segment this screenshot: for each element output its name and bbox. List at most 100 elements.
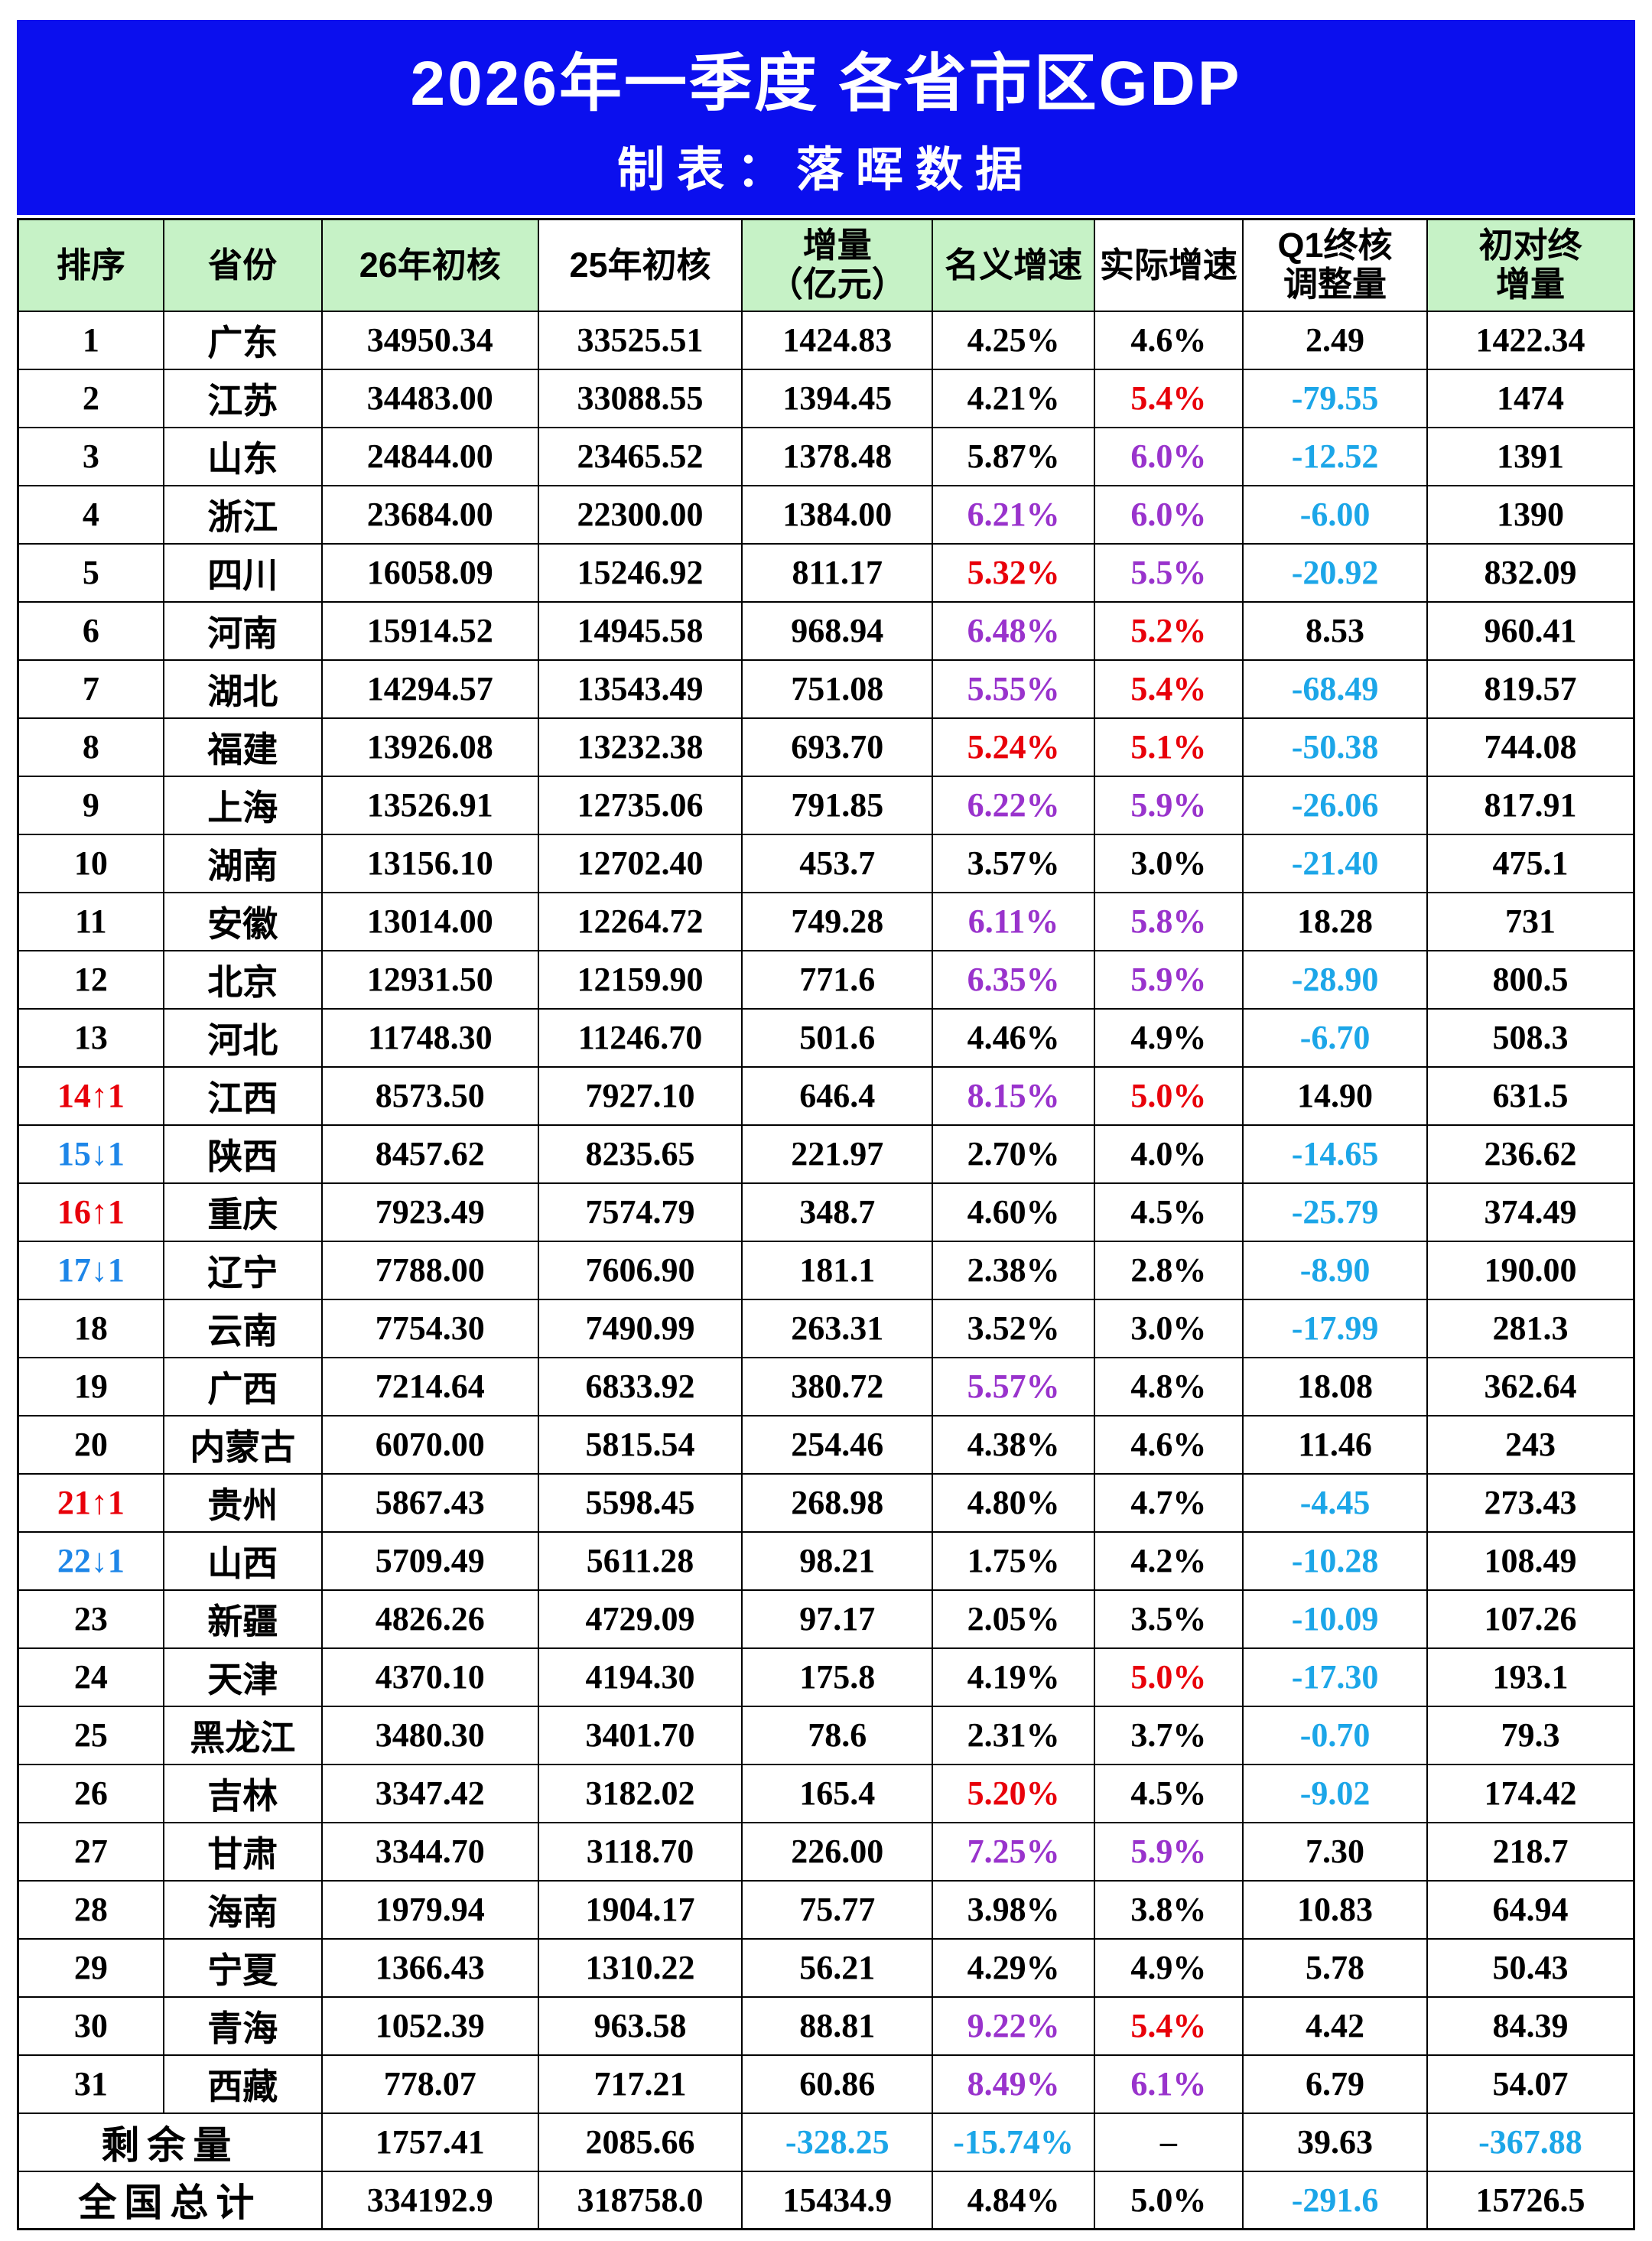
table-row: 16↑1 重庆 7923.49 7574.79 348.7 4.60% 4.5% -25.79… [17, 1182, 1635, 1242]
increment-cell: 771.6 [741, 949, 934, 1010]
real-growth-cell: 5.9% [1093, 775, 1244, 835]
gdp-2025-cell: 5598.45 [537, 1472, 743, 1533]
nominal-growth-cell: 4.25% [932, 310, 1095, 370]
column-header-6: 名义增速 [932, 218, 1095, 312]
increment-cell: 268.98 [741, 1472, 934, 1533]
nominal-growth-cell: 9.22% [932, 1995, 1095, 2056]
real-growth-cell: 4.5% [1093, 1182, 1244, 1242]
initial-vs-final-cell: 819.57 [1426, 659, 1635, 719]
gdp-2025-cell: 4194.30 [537, 1647, 743, 1707]
real-growth-cell: 4.6% [1093, 1414, 1244, 1475]
rank-cell: 7 [17, 659, 164, 719]
increment-cell: 165.4 [741, 1763, 934, 1823]
footer-label: 剩余量 [17, 2112, 323, 2172]
real-growth-cell: 5.5% [1093, 542, 1244, 603]
rank-cell: 28 [17, 1879, 164, 1940]
q1-adjustment-cell: -14.65 [1242, 1124, 1428, 1184]
gdp-2026-cell: 23684.00 [320, 484, 539, 545]
nominal-growth-cell: 6.35% [932, 949, 1095, 1010]
column-header-7: 实际增速 [1093, 218, 1244, 312]
table-row: 3 山东 24844.00 23465.52 1378.48 5.87% 6.0% -12.5… [17, 426, 1635, 486]
increment-cell: 221.97 [741, 1124, 934, 1184]
gdp-2026-cell: 778.07 [320, 2054, 539, 2114]
rank-cell: 5 [17, 542, 164, 603]
footer-row: 剩余量 1757.41 2085.66 -328.25 -15.74% –39.63 -36… [17, 2112, 1635, 2172]
increment-cell: 75.77 [741, 1879, 934, 1940]
increment-cell: 15434.9 [741, 2170, 934, 2230]
increment-cell: 88.81 [741, 1995, 934, 2056]
province-cell: 浙江 [162, 484, 323, 545]
gdp-2025-cell: 3118.70 [537, 1821, 743, 1882]
increment-cell: 1394.45 [741, 368, 934, 428]
nominal-growth-cell: 7.25% [932, 1821, 1095, 1882]
rank-cell: 8 [17, 717, 164, 777]
initial-vs-final-cell: 243 [1426, 1414, 1635, 1475]
gdp-2025-cell: 7574.79 [537, 1182, 743, 1242]
initial-vs-final-cell: 1474 [1426, 368, 1635, 428]
table-row: 18 云南 7754.30 7490.99 263.31 3.52% 3.0% -17.99 2… [17, 1298, 1635, 1358]
province-cell: 湖北 [162, 659, 323, 719]
increment-cell: 1378.48 [741, 426, 934, 486]
rank-cell: 16↑1 [17, 1182, 164, 1242]
increment-cell: 501.6 [741, 1007, 934, 1068]
province-cell: 吉林 [162, 1763, 323, 1823]
gdp-2026-cell: 1757.41 [320, 2112, 539, 2172]
real-growth-cell: 4.0% [1093, 1124, 1244, 1184]
q1-adjustment-cell: 39.63 [1242, 2112, 1428, 2172]
table-body: 1 广东 34950.34 33525.51 1424.83 4.25% 4.6% 2.49 1… [17, 310, 1635, 2230]
gdp-2026-cell: 34483.00 [320, 368, 539, 428]
rank-cell: 30 [17, 1995, 164, 2056]
table-row: 30 青海 1052.39 963.58 88.81 9.22% 5.4% 4.42 84.39 [17, 1995, 1635, 2056]
title-banner: 2026年一季度 各省市区GDP 制表：落晖数据 [17, 20, 1635, 215]
table-row: 31 西藏 778.07 717.21 60.86 8.49% 6.1% 6.79 54.07 [17, 2054, 1635, 2114]
nominal-growth-cell: 2.38% [932, 1240, 1095, 1300]
q1-adjustment-cell: -28.90 [1242, 949, 1428, 1010]
province-cell: 山西 [162, 1530, 323, 1591]
gdp-2026-cell: 13156.10 [320, 833, 539, 893]
province-cell: 广西 [162, 1356, 323, 1416]
real-growth-cell: 5.9% [1093, 1821, 1244, 1882]
real-growth-cell: 5.4% [1093, 368, 1244, 428]
gdp-2026-cell: 5867.43 [320, 1472, 539, 1533]
q1-adjustment-cell: -10.28 [1242, 1530, 1428, 1591]
nominal-growth-cell: 3.98% [932, 1879, 1095, 1940]
gdp-2026-cell: 1366.43 [320, 1937, 539, 1998]
province-cell: 甘肃 [162, 1821, 323, 1882]
rank-cell: 26 [17, 1763, 164, 1823]
real-growth-cell: 5.1% [1093, 717, 1244, 777]
gdp-2026-cell: 5709.49 [320, 1530, 539, 1591]
footer-label: 全国总计 [17, 2170, 323, 2230]
real-growth-cell: 3.5% [1093, 1589, 1244, 1649]
table-row: 12 北京 12931.50 12159.90 771.6 6.35% 5.9% -28.90… [17, 949, 1635, 1010]
initial-vs-final-cell: 1422.34 [1426, 310, 1635, 370]
header-row: 排序 省份 26年初核 25年初核 增量 （亿元） 名义增速 实际增速 Q1终核 调整量 初对终… [17, 218, 1635, 312]
real-growth-cell: 4.9% [1093, 1007, 1244, 1068]
rank-cell: 3 [17, 426, 164, 486]
real-growth-cell: 3.8% [1093, 1879, 1244, 1940]
initial-vs-final-cell: 362.64 [1426, 1356, 1635, 1416]
q1-adjustment-cell: 8.53 [1242, 600, 1428, 661]
gdp-2026-cell: 16058.09 [320, 542, 539, 603]
nominal-growth-cell: 8.49% [932, 2054, 1095, 2114]
real-growth-cell: 4.9% [1093, 1937, 1244, 1998]
table-row: 24 天津 4370.10 4194.30 175.8 4.19% 5.0% -17.30 19… [17, 1647, 1635, 1707]
table-row: 28 海南 1979.94 1904.17 75.77 3.98% 3.8% 10.83 64.… [17, 1879, 1635, 1940]
gdp-table: 排序 省份 26年初核 25年初核 增量 （亿元） 名义增速 实际增速 Q1终核 调整量 初对终… [17, 218, 1635, 2230]
gdp-2025-cell: 7490.99 [537, 1298, 743, 1358]
q1-adjustment-cell: 7.30 [1242, 1821, 1428, 1882]
initial-vs-final-cell: 15726.5 [1426, 2170, 1635, 2230]
nominal-growth-cell: 5.55% [932, 659, 1095, 719]
increment-cell: 693.70 [741, 717, 934, 777]
table-row: 25 黑龙江 3480.30 3401.70 78.6 2.31% 3.7% -0.70 79.… [17, 1705, 1635, 1765]
table-row: 9 上海 13526.91 12735.06 791.85 6.22% 5.9% -26.06… [17, 775, 1635, 835]
rank-cell: 15↓1 [17, 1124, 164, 1184]
nominal-growth-cell: 1.75% [932, 1530, 1095, 1591]
q1-adjustment-cell: -26.06 [1242, 775, 1428, 835]
province-cell: 四川 [162, 542, 323, 603]
gdp-2026-cell: 8457.62 [320, 1124, 539, 1184]
initial-vs-final-cell: 64.94 [1426, 1879, 1635, 1940]
nominal-growth-cell: 3.57% [932, 833, 1095, 893]
province-cell: 安徽 [162, 891, 323, 951]
gdp-2025-cell: 318758.0 [537, 2170, 743, 2230]
gdp-2026-cell: 3347.42 [320, 1763, 539, 1823]
